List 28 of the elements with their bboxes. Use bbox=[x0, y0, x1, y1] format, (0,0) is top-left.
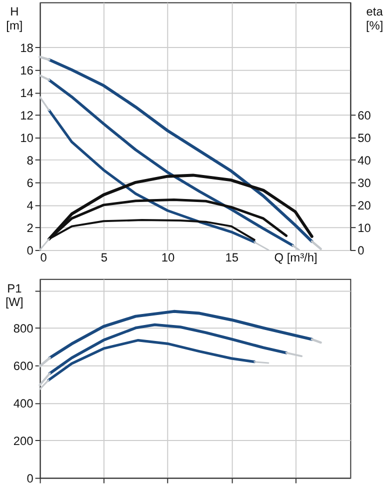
y2-tick-label: 40 bbox=[358, 153, 372, 168]
y-tick-label: 800 bbox=[13, 321, 34, 336]
y-tick-label: 200 bbox=[13, 434, 34, 448]
x-tick-label: 5 bbox=[100, 250, 108, 264]
x-tick-label: Q [m³/h] bbox=[274, 250, 318, 264]
y2-tick-label: 20 bbox=[358, 198, 372, 212]
y2-tick-label: 10 bbox=[358, 220, 372, 235]
y-axis-title: P1 [W] bbox=[5, 281, 24, 310]
x-tick-label: 0 bbox=[40, 250, 48, 264]
y-tick-label: 14 bbox=[20, 86, 34, 100]
y-tick-label: 18 bbox=[20, 40, 34, 55]
y-axis-title: H [m] bbox=[6, 4, 23, 33]
y-tick-label: 12 bbox=[20, 108, 34, 122]
y-tick-label: 400 bbox=[13, 396, 34, 410]
y2-axis-title: eta [%] bbox=[366, 4, 384, 33]
y-tick-label: 16 bbox=[20, 63, 34, 78]
x-tick-label: 10 bbox=[161, 250, 176, 264]
y-tick-label: 8 bbox=[26, 153, 34, 168]
y-tick-label: 0 bbox=[26, 471, 34, 486]
y2-tick-label: 60 bbox=[358, 108, 372, 122]
y-tick-label: 6 bbox=[26, 176, 34, 190]
y2-tick-label: 30 bbox=[358, 176, 372, 190]
y-tick-label: 2 bbox=[26, 220, 34, 235]
y2-tick-label: 50 bbox=[358, 130, 372, 145]
y-tick-label: 10 bbox=[20, 130, 34, 145]
y-tick-label: 4 bbox=[26, 198, 34, 212]
y-tick-label: 600 bbox=[13, 358, 34, 373]
x-tick-label: 15 bbox=[225, 250, 239, 264]
